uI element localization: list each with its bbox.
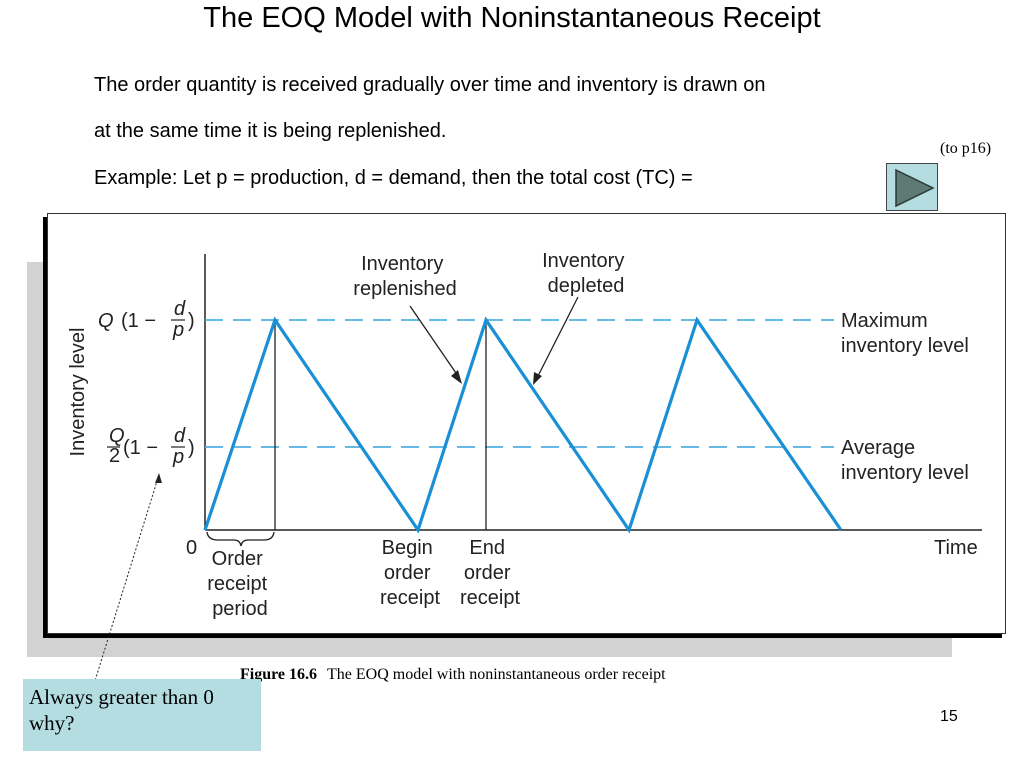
avg-level-y-label: Q 2 (1 − d p ) <box>107 425 195 468</box>
play-icon <box>895 168 935 208</box>
svg-text:): ) <box>188 437 195 459</box>
order-receipt-period-label: Order receipt period <box>207 548 273 620</box>
caption-number: Figure 16.6 <box>240 666 318 683</box>
body-line-1: The order quantity is received gradually… <box>94 74 766 96</box>
caption-text: The EOQ model with noninstantaneous orde… <box>327 666 666 683</box>
svg-text:d: d <box>174 298 186 320</box>
depleted-annotation: Inventory depleted <box>542 250 630 297</box>
svg-text:(1 −: (1 − <box>123 437 158 459</box>
max-level-y-label: Q (1 − d p ) <box>98 298 195 341</box>
time-axis-label: Time <box>934 537 978 559</box>
svg-text:p: p <box>172 446 184 468</box>
body-line-2: at the same time it is being replenished… <box>94 120 447 142</box>
avg-level-annotation: Average inventory level <box>841 437 969 484</box>
note-box: Always greater than 0 why? <box>23 679 261 751</box>
note-line-1: Always greater than 0 <box>29 685 214 709</box>
begin-order-receipt-label: Begin order receipt <box>380 537 440 609</box>
slide-title: The EOQ Model with Noninstantaneous Rece… <box>203 2 821 34</box>
y-axis-label: Inventory level <box>67 328 89 457</box>
inventory-sawtooth <box>203 316 843 534</box>
next-button[interactable] <box>886 163 938 211</box>
end-order-receipt-label: End order receipt <box>460 537 520 609</box>
eoq-figure: Inventory level Q (1 − d p ) Q 2 (1 − d … <box>47 213 1006 634</box>
replenished-arrowhead <box>451 370 462 384</box>
svg-text:Q: Q <box>109 425 125 447</box>
note-line-2: why? <box>29 711 75 735</box>
order-receipt-brace <box>206 531 275 547</box>
svg-text:2: 2 <box>109 445 120 467</box>
eoq-diagram: Inventory level Q (1 − d p ) Q 2 (1 − d … <box>67 250 982 620</box>
depleted-arrow <box>537 296 579 377</box>
svg-text:(1 −: (1 − <box>121 310 156 332</box>
depleted-arrowhead <box>533 372 542 385</box>
origin-label: 0 <box>186 537 197 559</box>
svg-text:): ) <box>188 310 195 332</box>
page-number: 15 <box>940 708 958 725</box>
replenished-annotation: Inventory replenished <box>353 253 456 300</box>
figure-caption: Figure 16.6 The EOQ model with noninstant… <box>240 666 666 684</box>
svg-text:p: p <box>172 319 184 341</box>
max-level-annotation: Maximum inventory level <box>841 310 969 357</box>
body-line-3: Example: Let p = production, d = demand,… <box>94 167 693 189</box>
svg-text:Q: Q <box>98 310 114 332</box>
to-page-link[interactable]: (to p16) <box>940 140 992 157</box>
replenished-arrow <box>409 305 459 377</box>
svg-text:d: d <box>174 425 186 447</box>
